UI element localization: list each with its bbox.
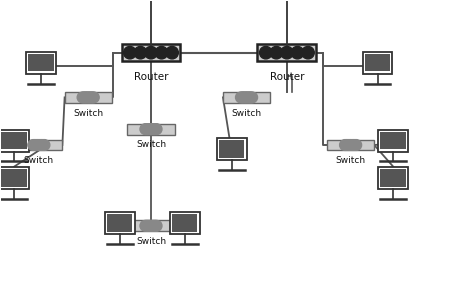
Circle shape — [247, 92, 257, 103]
Circle shape — [140, 220, 151, 231]
Circle shape — [31, 139, 41, 151]
FancyBboxPatch shape — [0, 130, 29, 151]
FancyBboxPatch shape — [107, 214, 132, 232]
Text: Switch: Switch — [231, 109, 261, 118]
FancyBboxPatch shape — [0, 167, 29, 189]
Circle shape — [143, 124, 153, 135]
FancyBboxPatch shape — [217, 138, 247, 160]
Text: Router: Router — [270, 72, 304, 82]
Text: Switch: Switch — [136, 237, 166, 246]
Circle shape — [77, 92, 88, 103]
Circle shape — [81, 92, 92, 103]
Circle shape — [240, 92, 251, 103]
Text: Switch: Switch — [24, 156, 54, 165]
Circle shape — [84, 92, 95, 103]
FancyBboxPatch shape — [327, 139, 374, 151]
Circle shape — [237, 92, 248, 103]
FancyBboxPatch shape — [378, 167, 408, 189]
FancyBboxPatch shape — [127, 220, 175, 231]
Circle shape — [146, 124, 156, 135]
FancyBboxPatch shape — [380, 132, 406, 149]
Circle shape — [79, 92, 90, 103]
Circle shape — [340, 139, 351, 151]
Circle shape — [151, 220, 162, 231]
Circle shape — [28, 139, 39, 151]
Circle shape — [38, 139, 49, 151]
Circle shape — [144, 220, 155, 231]
Circle shape — [32, 139, 43, 151]
Circle shape — [155, 46, 168, 59]
Circle shape — [260, 46, 272, 59]
FancyBboxPatch shape — [1, 132, 27, 149]
Circle shape — [88, 92, 99, 103]
Circle shape — [302, 46, 314, 59]
Circle shape — [235, 92, 246, 103]
Circle shape — [244, 92, 255, 103]
Text: Router: Router — [134, 72, 168, 82]
Text: Switch: Switch — [73, 109, 103, 118]
Circle shape — [342, 139, 353, 151]
Circle shape — [166, 46, 178, 59]
Circle shape — [80, 92, 91, 103]
FancyBboxPatch shape — [1, 169, 27, 187]
FancyBboxPatch shape — [378, 130, 408, 151]
Circle shape — [87, 92, 98, 103]
Circle shape — [346, 139, 357, 151]
FancyBboxPatch shape — [15, 139, 63, 151]
FancyBboxPatch shape — [170, 212, 200, 234]
Circle shape — [141, 220, 152, 231]
FancyBboxPatch shape — [172, 214, 198, 232]
Circle shape — [344, 139, 355, 151]
Circle shape — [243, 92, 253, 103]
Circle shape — [348, 139, 359, 151]
Circle shape — [144, 124, 155, 135]
Circle shape — [140, 124, 151, 135]
Circle shape — [35, 139, 45, 151]
FancyBboxPatch shape — [127, 124, 175, 135]
FancyBboxPatch shape — [65, 92, 112, 103]
Circle shape — [150, 220, 161, 231]
FancyBboxPatch shape — [28, 54, 54, 71]
Circle shape — [345, 139, 356, 151]
Circle shape — [241, 92, 252, 103]
Text: Switch: Switch — [136, 140, 166, 149]
FancyBboxPatch shape — [257, 44, 316, 61]
FancyBboxPatch shape — [223, 92, 270, 103]
Circle shape — [150, 124, 161, 135]
Circle shape — [148, 124, 159, 135]
FancyBboxPatch shape — [26, 52, 56, 74]
Circle shape — [238, 92, 249, 103]
Circle shape — [145, 46, 157, 59]
Circle shape — [86, 92, 96, 103]
Circle shape — [124, 46, 136, 59]
Text: Switch: Switch — [336, 156, 366, 165]
Circle shape — [351, 139, 362, 151]
FancyBboxPatch shape — [104, 212, 135, 234]
FancyBboxPatch shape — [365, 54, 390, 71]
Circle shape — [147, 220, 158, 231]
Circle shape — [39, 139, 50, 151]
Circle shape — [29, 139, 40, 151]
Circle shape — [270, 46, 283, 59]
FancyBboxPatch shape — [219, 140, 244, 158]
Circle shape — [33, 139, 44, 151]
Circle shape — [281, 46, 293, 59]
FancyBboxPatch shape — [380, 169, 406, 187]
Circle shape — [143, 220, 153, 231]
Circle shape — [341, 139, 352, 151]
FancyBboxPatch shape — [363, 52, 392, 74]
Circle shape — [83, 92, 94, 103]
Circle shape — [350, 139, 360, 151]
Circle shape — [146, 220, 156, 231]
Circle shape — [245, 92, 256, 103]
Circle shape — [148, 220, 159, 231]
Circle shape — [134, 46, 147, 59]
Circle shape — [141, 124, 152, 135]
FancyBboxPatch shape — [122, 44, 180, 61]
Circle shape — [147, 124, 158, 135]
Circle shape — [36, 139, 47, 151]
Circle shape — [151, 124, 162, 135]
Circle shape — [291, 46, 304, 59]
